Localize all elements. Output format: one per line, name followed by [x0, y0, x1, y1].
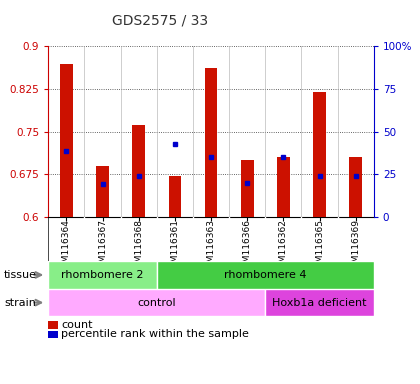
Text: GSM116364: GSM116364	[62, 219, 71, 274]
Text: GDS2575 / 33: GDS2575 / 33	[112, 13, 207, 27]
Text: rhombomere 4: rhombomere 4	[224, 270, 307, 280]
Text: GSM116368: GSM116368	[134, 219, 143, 274]
Text: GSM116362: GSM116362	[279, 219, 288, 274]
Text: GSM116361: GSM116361	[171, 219, 179, 274]
Text: Hoxb1a deficient: Hoxb1a deficient	[272, 298, 367, 308]
Text: strain: strain	[4, 298, 36, 308]
Bar	[265, 289, 374, 316]
Text: GSM116365: GSM116365	[315, 219, 324, 274]
Text: GSM116369: GSM116369	[351, 219, 360, 274]
Bar	[157, 261, 374, 289]
Bar	[96, 166, 109, 217]
Text: GSM116363: GSM116363	[207, 219, 215, 274]
Text: rhombomere 2: rhombomere 2	[61, 270, 144, 280]
Text: tissue: tissue	[4, 270, 37, 280]
Bar	[241, 160, 254, 217]
Text: percentile rank within the sample: percentile rank within the sample	[61, 329, 249, 339]
Bar	[48, 289, 265, 316]
Text: control: control	[137, 298, 176, 308]
Bar	[168, 176, 181, 217]
Bar	[60, 64, 73, 217]
Bar	[205, 68, 218, 217]
Bar	[349, 157, 362, 217]
Text: GSM116367: GSM116367	[98, 219, 107, 274]
Bar	[277, 157, 290, 217]
Text: count: count	[61, 320, 92, 330]
Bar	[48, 261, 157, 289]
Text: GSM116366: GSM116366	[243, 219, 252, 274]
Bar	[132, 125, 145, 217]
Bar	[313, 92, 326, 217]
